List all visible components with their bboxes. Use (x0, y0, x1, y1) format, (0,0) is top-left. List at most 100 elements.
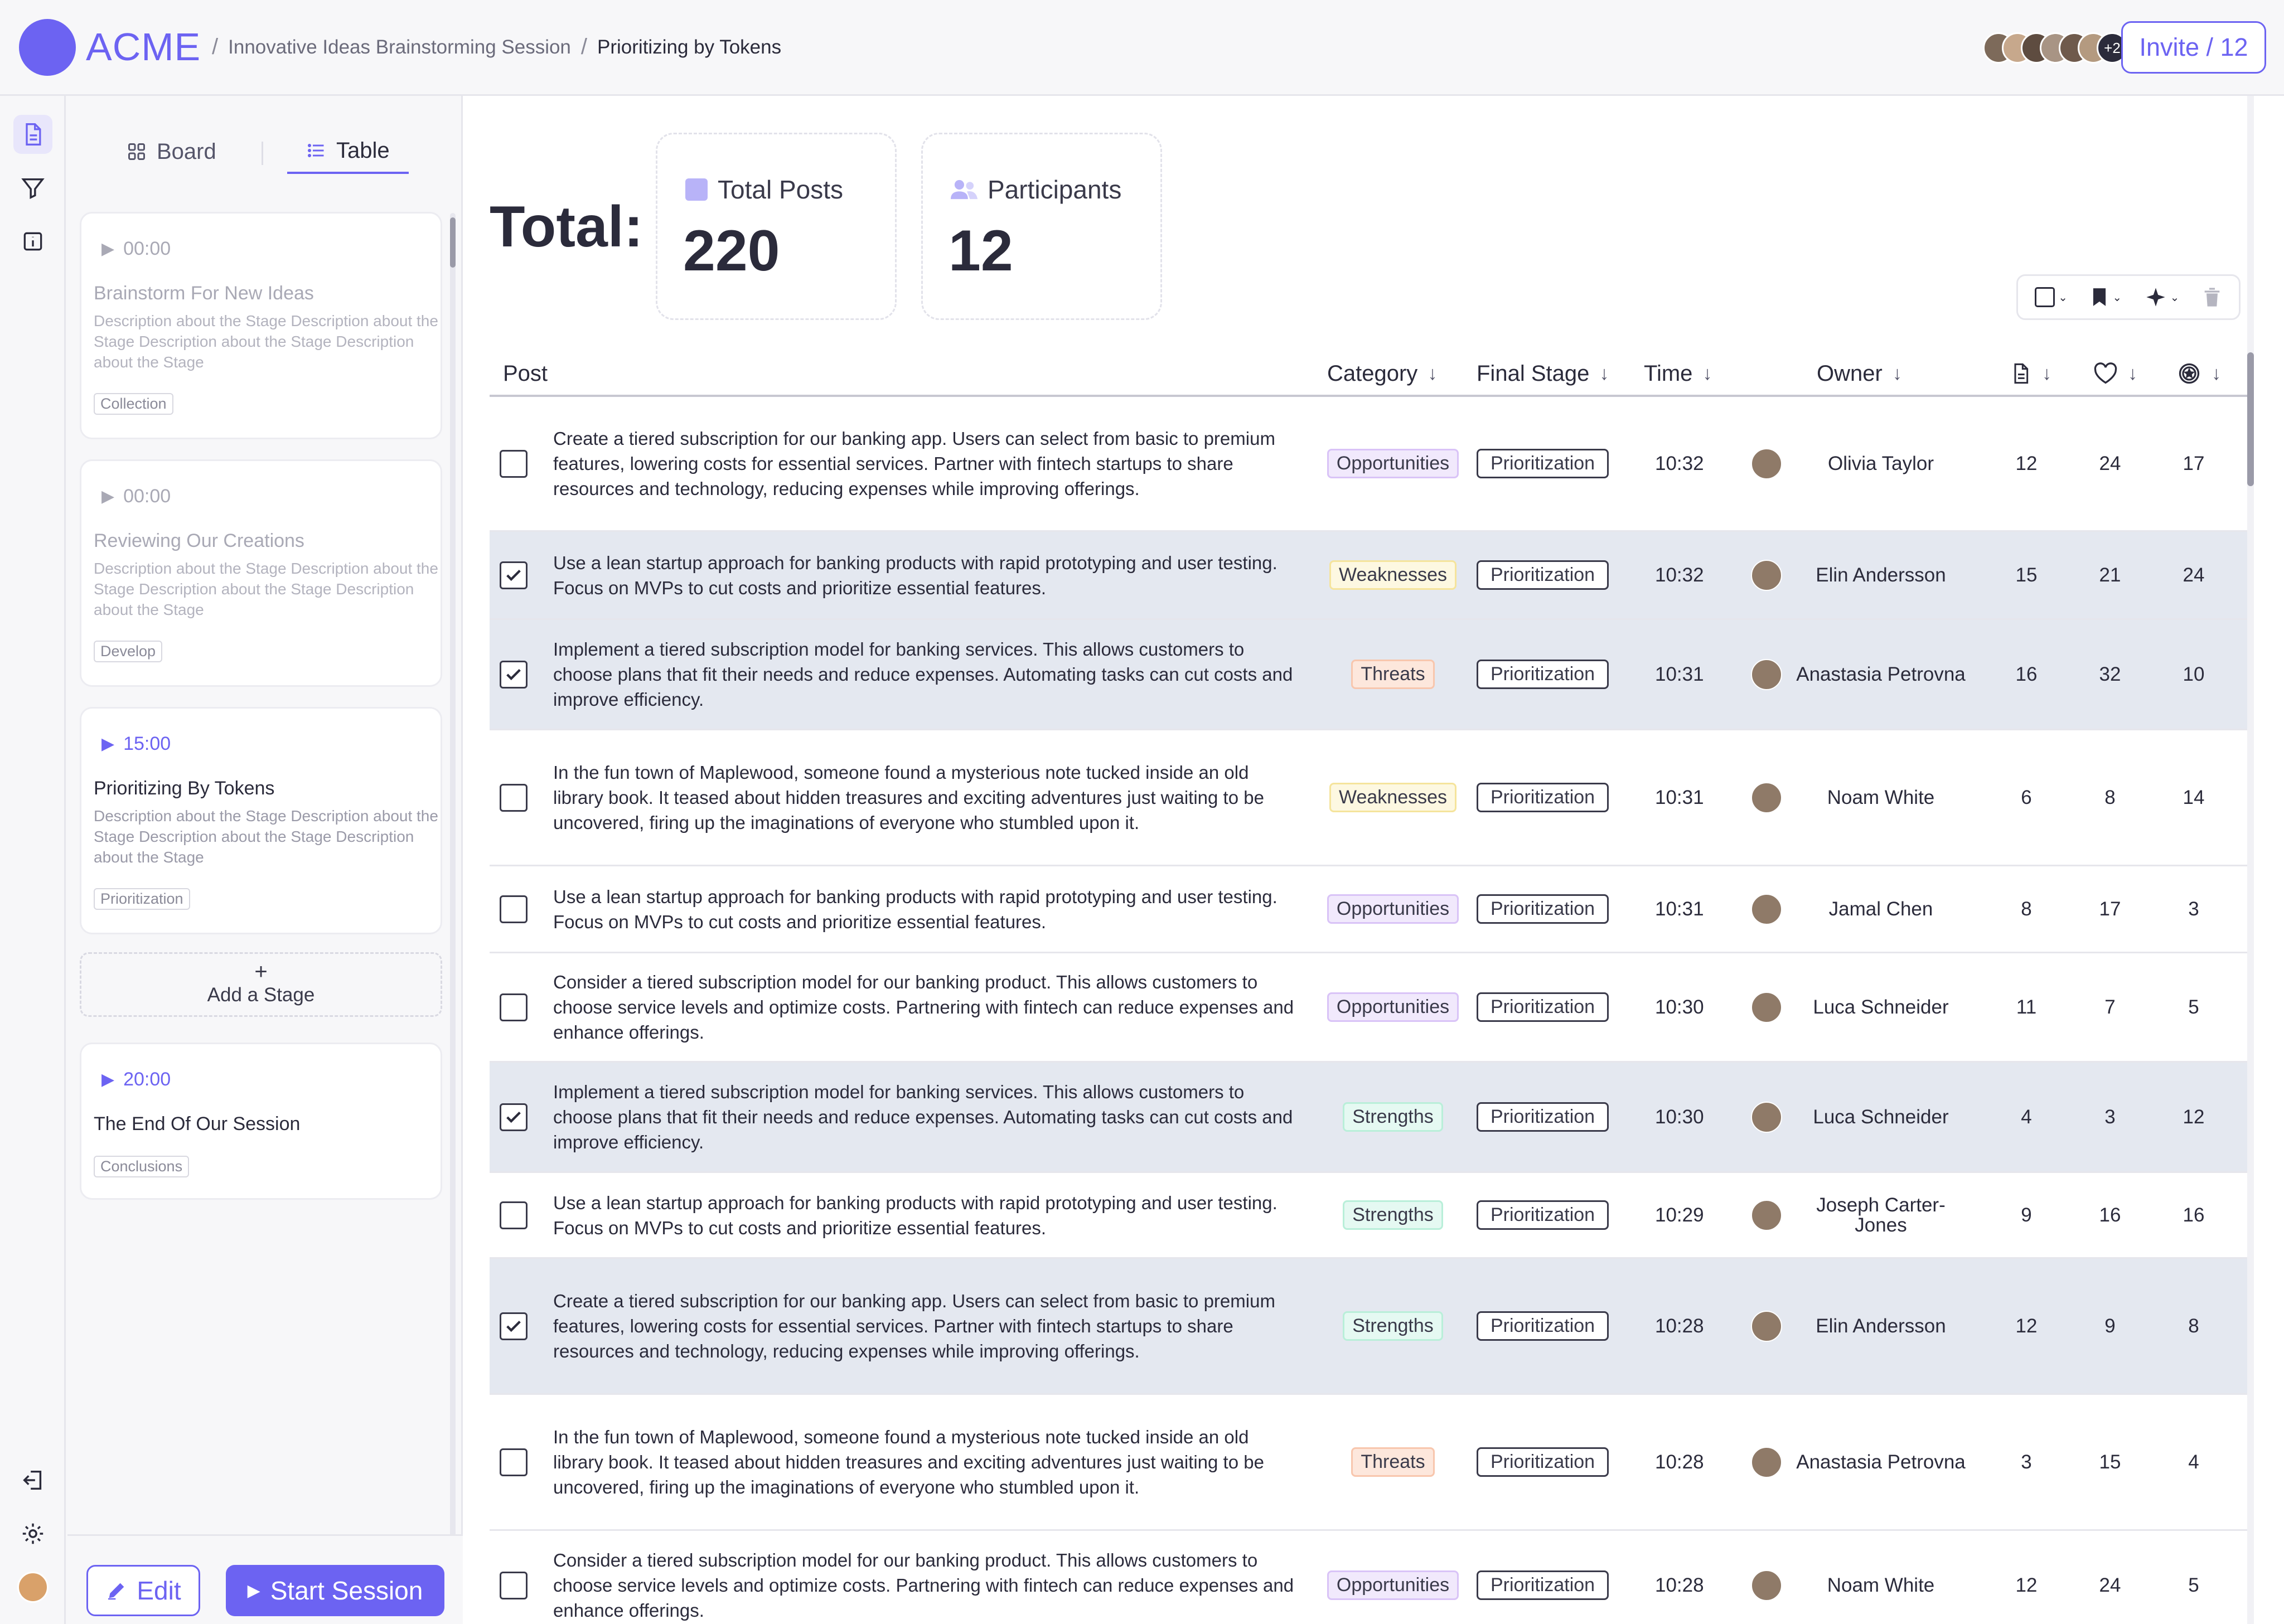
stage-card[interactable]: ▶ 00:00 Brainstorm For New Ideas Descrip… (80, 212, 442, 439)
table-row[interactable]: In the fun town of Maplewood, someone fo… (490, 730, 2247, 866)
row-checkbox[interactable] (500, 783, 528, 812)
table-header: Post Category ↓ Final Stage ↓ Time ↓ Owner ↓… (490, 350, 2247, 397)
row-checkbox[interactable] (500, 993, 528, 1021)
stage-timer: ▶ 20:00 (101, 1069, 171, 1090)
table-row[interactable]: Implement a tiered subscription model fo… (490, 620, 2247, 730)
sidebar-scrollbar[interactable] (450, 213, 456, 1596)
select-dropdown[interactable]: ⌄ (2035, 287, 2068, 307)
table-row[interactable]: Consider a tiered subscription model for… (490, 1531, 2247, 1624)
add-stage-button[interactable]: + Add a Stage (80, 952, 442, 1017)
row-checkbox[interactable] (500, 1103, 528, 1131)
document-icon (2014, 363, 2029, 384)
edit-button[interactable]: Edit (86, 1565, 200, 1616)
table-row[interactable]: Implement a tiered subscription model fo… (490, 1063, 2247, 1173)
posts-count: 11 (2016, 996, 2037, 1018)
filter-icon[interactable] (13, 168, 52, 207)
post-text[interactable]: Implement a tiered subscription model fo… (553, 639, 1293, 710)
ai-dropdown[interactable]: ⌄ (2145, 286, 2179, 308)
category-badge: Opportunities (1327, 894, 1459, 924)
column-category[interactable]: Category ↓ (1327, 361, 1438, 386)
start-session-button[interactable]: ▶ Start Session (226, 1565, 444, 1616)
play-icon[interactable]: ▶ (101, 735, 115, 753)
play-icon[interactable]: ▶ (101, 1070, 115, 1089)
checkmark-icon (506, 569, 521, 581)
table-row[interactable]: In the fun town of Maplewood, someone fo… (490, 1395, 2247, 1531)
main-scrollbar[interactable] (2247, 96, 2254, 1624)
post-time: 10:31 (1655, 663, 1704, 685)
tab-table[interactable]: Table (287, 129, 409, 174)
play-icon[interactable]: ▶ (101, 487, 115, 506)
table-row[interactable]: Use a lean startup approach for banking … (490, 532, 2247, 620)
breadcrumb-session[interactable]: Innovative Ideas Brainstorming Session (228, 36, 571, 58)
post-text[interactable]: In the fun town of Maplewood, someone fo… (553, 1427, 1264, 1497)
column-owner[interactable]: Owner ↓ (1817, 361, 1902, 386)
stage-card[interactable]: ▶ 20:00 The End Of Our Session Conclusio… (80, 1043, 442, 1200)
post-time: 10:32 (1655, 452, 1704, 474)
row-checkbox[interactable] (500, 1312, 528, 1340)
final-stage-badge: Prioritization (1477, 783, 1609, 812)
post-text[interactable]: Create a tiered subscription for our ban… (553, 428, 1275, 499)
owner-name: Anastasia Petrovna (1796, 1451, 1966, 1473)
row-checkbox[interactable] (500, 1571, 528, 1599)
post-text[interactable]: Use a lean startup approach for banking … (553, 552, 1278, 598)
column-posts[interactable]: ↓ (2010, 350, 2051, 397)
row-checkbox[interactable] (500, 895, 528, 923)
play-icon[interactable]: ▶ (101, 240, 115, 258)
category-badge: Strengths (1343, 1200, 1443, 1230)
post-text[interactable]: Consider a tiered subscription model for… (553, 972, 1294, 1043)
post-text[interactable]: Use a lean startup approach for banking … (553, 886, 1278, 932)
stage-tag: Develop (94, 641, 163, 662)
gear-icon[interactable] (13, 1514, 52, 1553)
column-time[interactable]: Time ↓ (1644, 361, 1712, 386)
table-row[interactable]: Use a lean startup approach for banking … (490, 1173, 2247, 1259)
participants-card: Participants 12 (921, 133, 1162, 320)
column-tokens[interactable]: ↓ (2177, 350, 2221, 397)
sort-arrow-icon: ↓ (1599, 362, 1609, 384)
post-text[interactable]: Implement a tiered subscription model fo… (553, 1082, 1293, 1152)
row-checkbox[interactable] (500, 660, 528, 689)
trash-icon[interactable] (2202, 286, 2222, 308)
chevron-down-icon: ⌄ (2058, 291, 2068, 304)
category-badge: Strengths (1343, 1102, 1443, 1132)
invite-button[interactable]: Invite / 12 (2121, 21, 2266, 74)
table-row[interactable]: Use a lean startup approach for banking … (490, 866, 2247, 953)
breadcrumb: / Innovative Ideas Brainstorming Session… (212, 35, 782, 59)
final-stage-badge: Prioritization (1477, 992, 1609, 1022)
stage-card[interactable]: ▶ 00:00 Reviewing Our Creations Descript… (80, 459, 442, 687)
post-text[interactable]: Use a lean startup approach for banking … (553, 1192, 1278, 1238)
document-icon[interactable] (13, 115, 52, 154)
participant-avatars[interactable]: +2 (1983, 32, 2128, 64)
table-row[interactable]: Create a tiered subscription for our ban… (490, 1259, 2247, 1395)
info-icon[interactable] (13, 222, 52, 261)
column-final-stage[interactable]: Final Stage ↓ (1477, 361, 1609, 386)
stage-timer: ▶ 00:00 (101, 486, 171, 507)
category-badge: Opportunities (1327, 1570, 1459, 1600)
post-text[interactable]: Create a tiered subscription for our ban… (553, 1291, 1275, 1361)
post-time: 10:29 (1655, 1204, 1704, 1226)
list-icon (308, 144, 324, 157)
table-row[interactable]: Consider a tiered subscription model for… (490, 953, 2247, 1063)
post-text[interactable]: Consider a tiered subscription model for… (553, 1550, 1294, 1621)
category-badge: Threats (1351, 1447, 1435, 1477)
row-checkbox[interactable] (500, 1448, 528, 1476)
stage-description: Description about the Stage Description … (94, 807, 438, 866)
post-text[interactable]: In the fun town of Maplewood, someone fo… (553, 762, 1264, 833)
table-body: Create a tiered subscription for our ban… (490, 397, 2247, 1624)
row-checkbox[interactable] (500, 561, 528, 589)
bookmark-dropdown[interactable]: ⌄ (2090, 287, 2122, 308)
stage-description: Description about the Stage Description … (94, 312, 438, 371)
column-likes[interactable]: ↓ (2093, 350, 2137, 397)
table-row[interactable]: Create a tiered subscription for our ban… (490, 397, 2247, 532)
user-avatar[interactable] (13, 1568, 52, 1607)
stage-timer: ▶ 00:00 (101, 238, 171, 259)
tokens-count: 24 (2183, 564, 2205, 586)
tokens-count: 16 (2183, 1204, 2205, 1226)
posts-count: 12 (2015, 1574, 2038, 1596)
owner-name: Noam White (1827, 786, 1935, 808)
row-checkbox[interactable] (500, 449, 528, 478)
stage-card-active[interactable]: ▶ 15:00 Prioritizing By Tokens Descripti… (80, 707, 442, 934)
tab-board[interactable]: Board (127, 129, 216, 174)
row-checkbox[interactable] (500, 1201, 528, 1229)
logout-icon[interactable] (13, 1461, 52, 1500)
main-content: Total: Total Posts 220 Participants 12 ⌄… (463, 96, 2284, 1624)
